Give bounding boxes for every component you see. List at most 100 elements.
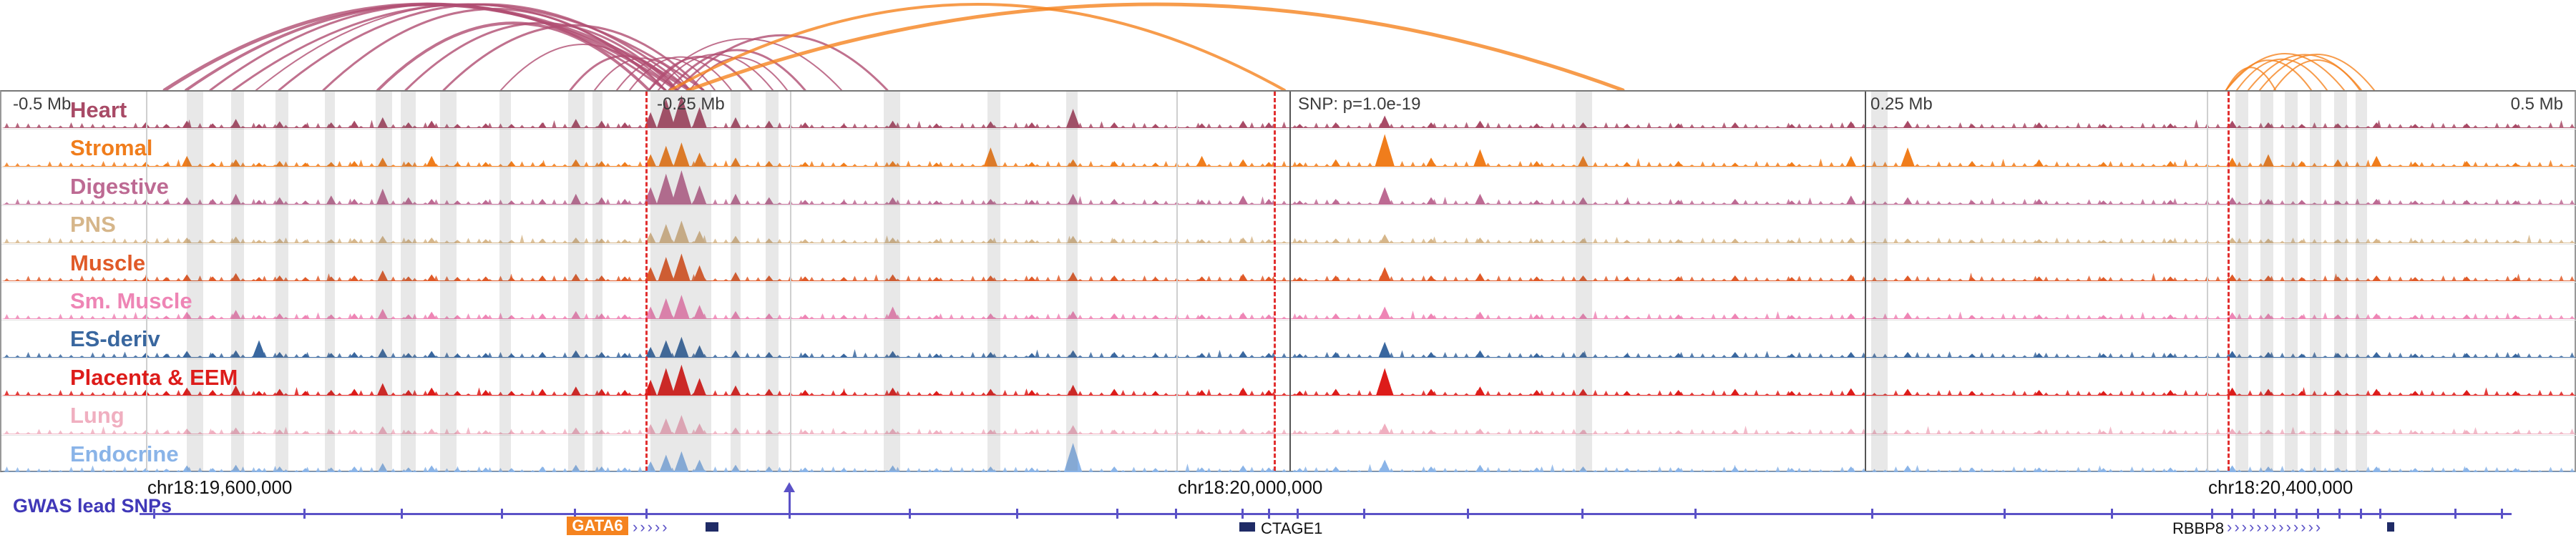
ruler-label: SNP: p=1.0e-19 <box>1298 94 1421 114</box>
gwas-snp-tick[interactable] <box>2454 509 2457 519</box>
coordinate-label: chr18:20,000,000 <box>1178 476 1323 498</box>
gwas-snp-tick[interactable] <box>2253 509 2255 519</box>
gwas-snp-tick[interactable] <box>2111 509 2113 519</box>
interaction-arc-pink <box>648 38 842 91</box>
track-peaks <box>1 95 2576 129</box>
gwas-snp-tick[interactable] <box>2360 509 2362 519</box>
interaction-arc-orange <box>2236 58 2328 91</box>
track-label: Sm. Muscle <box>70 288 192 313</box>
track-row-heart[interactable]: Heart <box>1 92 2576 130</box>
gwas-snp-tick[interactable] <box>1871 509 1873 519</box>
gwas-snp-tick[interactable] <box>2296 509 2298 519</box>
interaction-arc-pink <box>675 34 889 91</box>
highlight-region <box>2310 92 2321 471</box>
track-label: Endocrine <box>70 441 179 466</box>
gwas-snp-tick[interactable] <box>2501 509 2503 519</box>
track-label: Muscle <box>70 250 146 275</box>
gwas-snp-tick[interactable] <box>1363 509 1365 519</box>
track-row-sm-muscle[interactable]: Sm. Muscle <box>1 283 2576 321</box>
gene-ctage1[interactable]: CTAGE1 <box>1261 519 1323 537</box>
gwas-snp-tick[interactable] <box>2004 509 2006 519</box>
gwas-snp-tick[interactable] <box>909 509 911 519</box>
track-peaks <box>1 364 2576 396</box>
ruler-label: 0.5 Mb <box>2510 94 2563 114</box>
highlight-region <box>2260 92 2273 471</box>
highlight-region <box>884 92 900 471</box>
highlight-region <box>231 92 244 471</box>
gwas-snp-tick[interactable] <box>2231 509 2233 519</box>
gwas-snp-tick[interactable] <box>1175 509 1177 519</box>
ruler-label: -0.25 Mb <box>657 94 725 114</box>
track-row-digestive[interactable]: Digestive <box>1 168 2576 207</box>
gene-annotation-panel: GWAS lead SNPs chr18:19,600,000 chr18:20,… <box>0 472 2576 537</box>
track-row-placenta-eem[interactable]: Placenta & EEM <box>1 359 2576 398</box>
gwas-snp-tick[interactable] <box>1268 509 1270 519</box>
gwas-snp-tick[interactable] <box>1694 509 1697 519</box>
track-peaks <box>1 170 2576 205</box>
interaction-arc-pink <box>668 49 806 91</box>
interaction-arc-orange <box>669 3 1286 91</box>
gridline <box>790 92 791 471</box>
track-row-pns[interactable]: PNS <box>1 206 2576 245</box>
track-signal <box>1 170 2576 205</box>
highlight-region <box>1871 92 1888 471</box>
highlight-region <box>731 92 741 471</box>
highlight-region <box>2285 92 2298 471</box>
highlight-region <box>401 92 416 471</box>
gwas-snp-tick[interactable] <box>1581 509 1584 519</box>
gwas-snp-tick[interactable] <box>789 509 791 519</box>
gwas-snp-tick[interactable] <box>401 509 403 519</box>
gwas-snp-tick[interactable] <box>1297 509 1299 519</box>
track-row-es-deriv[interactable]: ES-deriv <box>1 321 2576 359</box>
gwas-snp-tick[interactable] <box>1016 509 1018 519</box>
gwas-snp-tick[interactable] <box>501 509 503 519</box>
highlight-region <box>325 92 335 471</box>
gwas-snp-tick[interactable] <box>1467 509 1469 519</box>
interaction-arc-pink <box>322 8 667 91</box>
coordinate-label: chr18:20,400,000 <box>2208 476 2353 498</box>
gene-strand-arrows-icon: ››››››››››››› <box>2227 518 2323 536</box>
gwas-snp-tick[interactable] <box>1241 509 1244 519</box>
gwas-snp-tick[interactable] <box>2211 509 2213 519</box>
gwas-track-line <box>140 513 2512 515</box>
track-peaks <box>1 336 2576 358</box>
track-signal <box>1 414 2576 434</box>
track-signal <box>1 443 2576 472</box>
gwas-snp-tick[interactable] <box>2338 509 2341 519</box>
highlight-region <box>2334 92 2347 471</box>
gwas-snp-tick[interactable] <box>2274 509 2276 519</box>
interaction-arc-pink <box>616 57 716 91</box>
gwas-snp-tick[interactable] <box>303 509 306 519</box>
ruler-tick-line <box>1289 92 1291 471</box>
track-row-stromal[interactable]: Stromal <box>1 129 2576 168</box>
gene-rbbp8[interactable]: RBBP8 <box>2172 519 2225 537</box>
track-signal <box>1 95 2576 129</box>
gwas-snp-tick[interactable] <box>645 509 648 519</box>
interaction-arc-orange <box>2225 67 2276 91</box>
interaction-arc-orange <box>2225 53 2345 91</box>
gene-gata6[interactable]: GATA6 <box>567 517 628 535</box>
track-signal <box>1 364 2576 396</box>
track-label: Stromal <box>70 135 153 161</box>
track-signal <box>1 134 2576 167</box>
track-row-muscle[interactable]: Muscle <box>1 245 2576 283</box>
track-signal <box>1 336 2576 358</box>
gridline <box>1176 92 1178 471</box>
track-label: Lung <box>70 403 125 429</box>
gridline <box>146 92 147 471</box>
track-row-lung[interactable]: Lung <box>1 397 2576 436</box>
interaction-arc-orange <box>686 2 1625 91</box>
highlight-region <box>1066 92 1078 471</box>
ruler-label: 0.25 Mb <box>1870 94 1933 114</box>
gwas-snp-tick[interactable] <box>2317 509 2319 519</box>
gwas-snp-tick[interactable] <box>153 509 155 519</box>
track-peaks <box>1 134 2576 167</box>
gwas-snp-tick[interactable] <box>2379 509 2381 519</box>
gwas-snp-tick[interactable] <box>1116 509 1118 519</box>
tracks-panel[interactable]: Heart Stromal Digestive PNS Muscle Sm. Muscle… <box>0 90 2576 474</box>
interaction-arc-pink <box>232 3 705 91</box>
gwas-snp-tick[interactable] <box>574 509 576 519</box>
highlight-region <box>499 92 511 471</box>
track-peaks <box>1 220 2576 243</box>
highlight-region <box>275 92 288 471</box>
